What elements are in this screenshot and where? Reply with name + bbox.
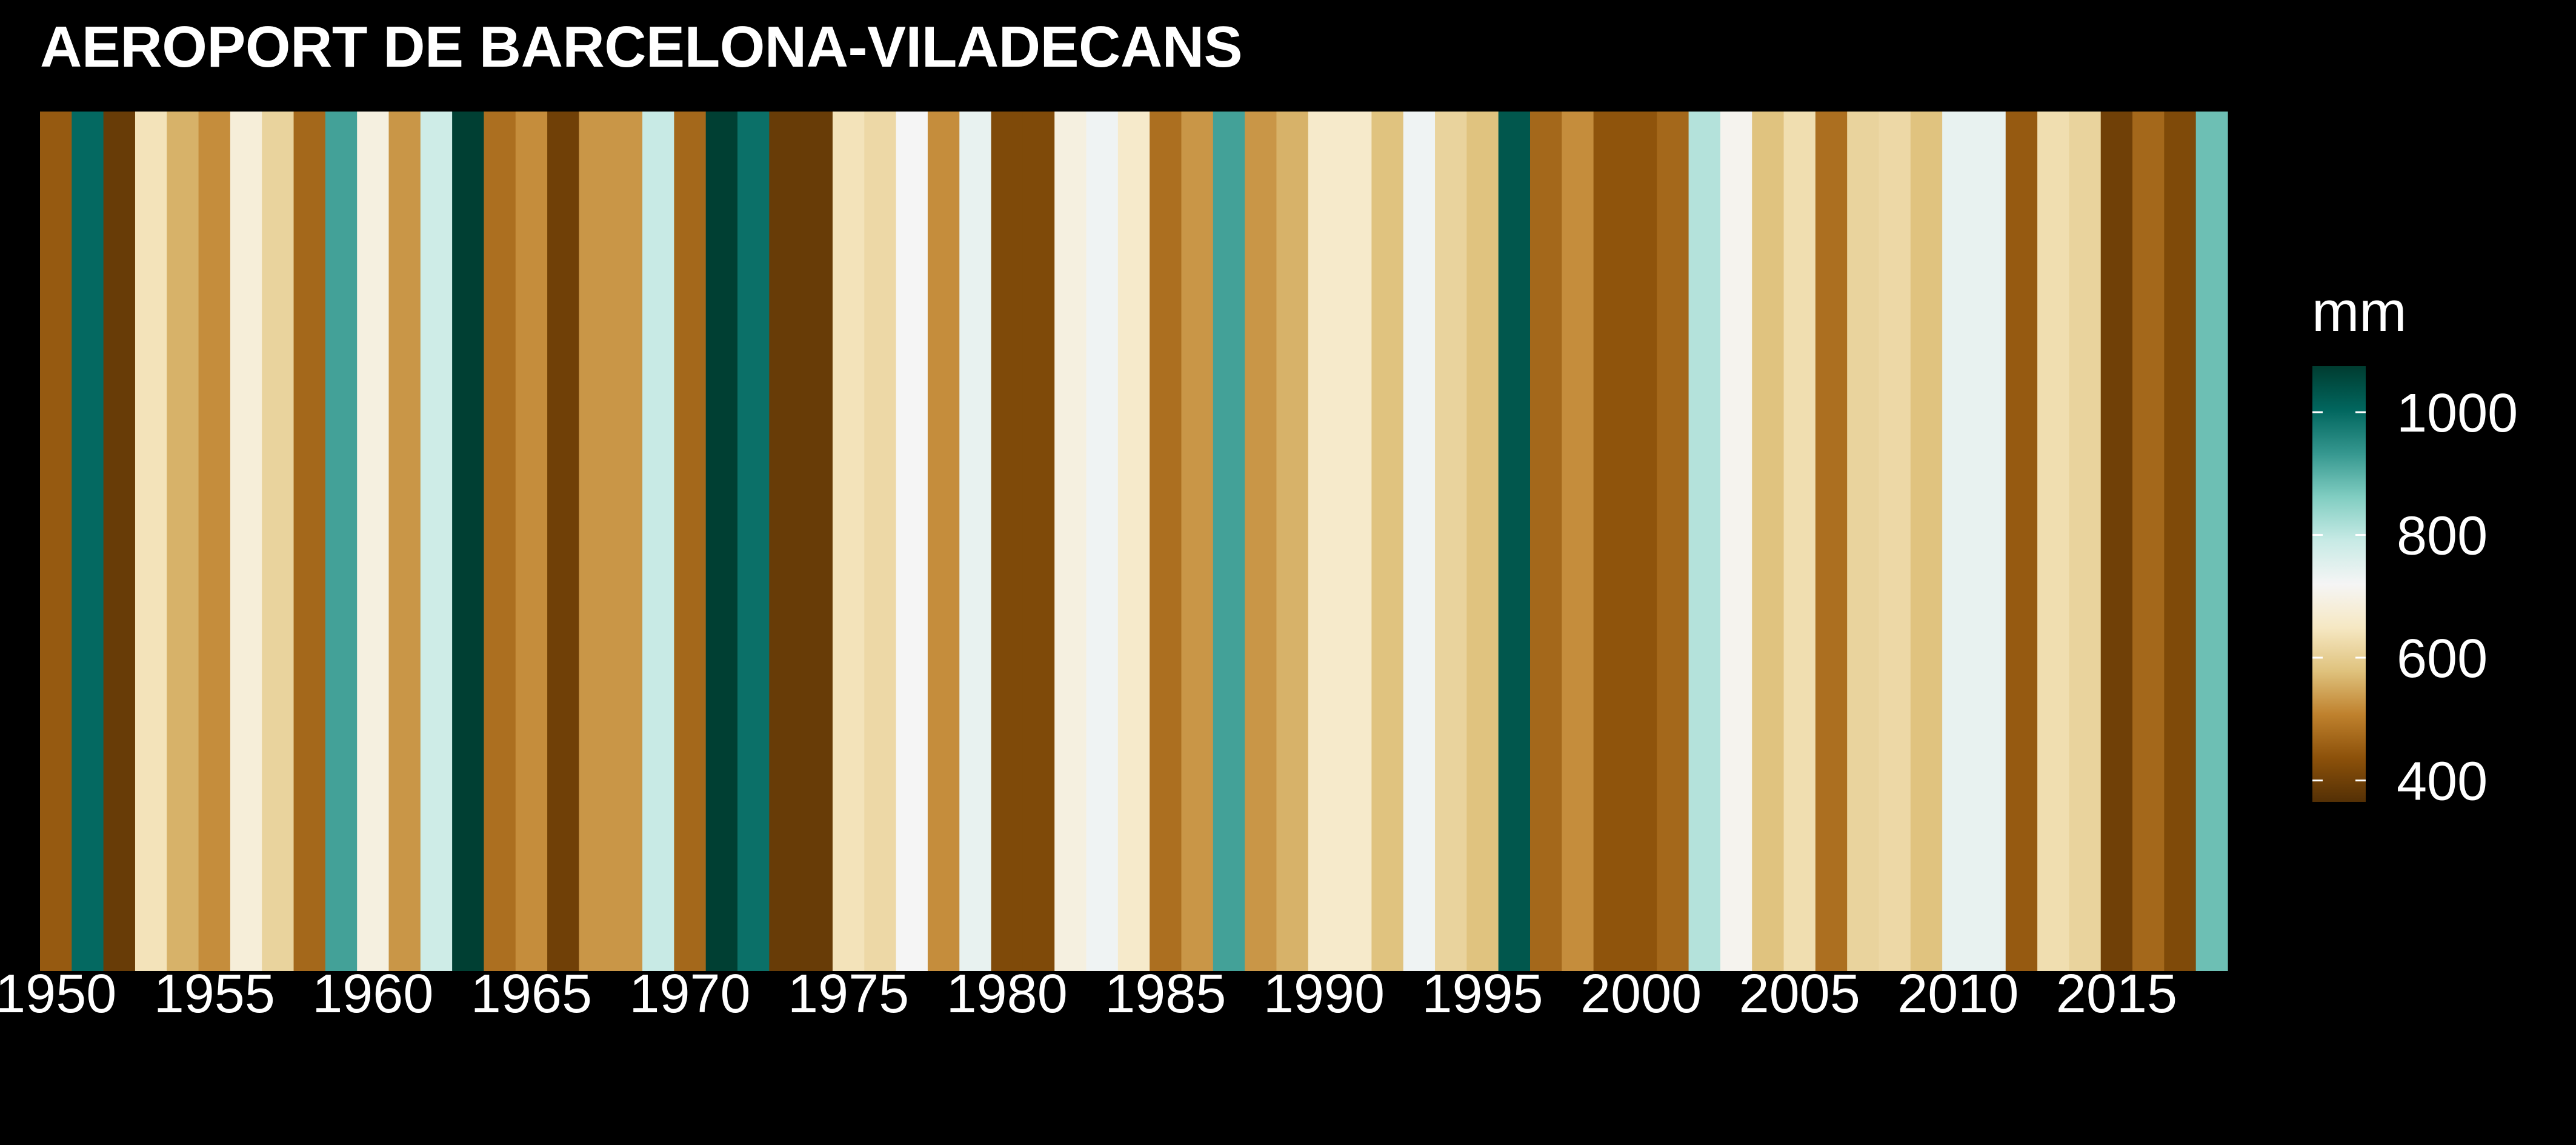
x-tick-label: 2005	[1739, 964, 1860, 1024]
stripe-1957	[262, 112, 295, 971]
stripe-1994	[1435, 112, 1467, 971]
stripe-2010	[1942, 112, 1975, 971]
stripe-2000	[1625, 112, 1657, 971]
legend-title: mm	[2312, 279, 2407, 343]
stripe-1985	[1150, 112, 1182, 971]
x-tick-label: 1985	[1105, 964, 1226, 1024]
stripe-1967	[579, 112, 611, 971]
chart-title: AEROPORT DE BARCELONA-VILADECANS	[40, 15, 1243, 79]
stripe-2003	[1720, 112, 1752, 971]
stripe-2017	[2164, 112, 2197, 971]
legend-tick-label: 800	[2397, 506, 2488, 567]
stripe-1955	[198, 112, 231, 971]
stripe-1961	[388, 112, 421, 971]
stripe-1999	[1593, 112, 1626, 971]
stripe-2011	[1974, 112, 2006, 971]
colorbar	[2312, 366, 2366, 802]
stripe-1981	[1022, 112, 1055, 971]
stripe-1968	[610, 112, 643, 971]
stripe-1969	[642, 112, 674, 971]
stripe-1976	[864, 112, 897, 971]
stripe-1974	[800, 112, 833, 971]
x-axis-ticks: 1950 1955 1960 1965 1970 1975 1980 1985 1990 1995…	[0, 964, 2177, 1024]
legend-ticks: 400 600 800 1000	[2312, 383, 2518, 812]
stripe-1960	[357, 112, 390, 971]
x-tick-label: 1990	[1263, 964, 1385, 1024]
stripe-2007	[1847, 112, 1880, 971]
stripe-2013	[2037, 112, 2070, 971]
stripe-1975	[832, 112, 865, 971]
stripe-2008	[1879, 112, 1911, 971]
x-tick-label: 1975	[788, 964, 909, 1024]
stripe-1988	[1245, 112, 1277, 971]
stripe-1956	[230, 112, 262, 971]
stripe-1997	[1529, 112, 1562, 971]
stripe-1993	[1403, 112, 1436, 971]
stripe-2004	[1752, 112, 1785, 971]
stripe-1963	[452, 112, 485, 971]
stripe-2005	[1783, 112, 1816, 971]
stripe-1971	[705, 112, 738, 971]
stripe-2001	[1657, 112, 1689, 971]
colorbar-legend: mm 400 600 800 1000	[2312, 279, 2518, 812]
x-tick-label: 2000	[1580, 964, 1702, 1024]
x-tick-label: 2010	[1897, 964, 2019, 1024]
stripe-1996	[1498, 112, 1531, 971]
stripe-1973	[769, 112, 802, 971]
stripes-group	[40, 112, 2228, 971]
stripe-2012	[2005, 112, 2038, 971]
stripe-2014	[2069, 112, 2102, 971]
stripe-1959	[325, 112, 358, 971]
stripe-2016	[2132, 112, 2165, 971]
stripe-1982	[1054, 112, 1087, 971]
stripe-1962	[420, 112, 453, 971]
stripe-1995	[1466, 112, 1499, 971]
stripe-1953	[135, 112, 167, 971]
stripe-1987	[1213, 112, 1245, 971]
stripe-1965	[515, 112, 548, 971]
legend-tick-label: 1000	[2397, 383, 2518, 444]
stripe-1992	[1371, 112, 1404, 971]
stripe-2002	[1688, 112, 1721, 971]
stripe-1989	[1276, 112, 1309, 971]
x-tick-label: 1980	[947, 964, 1068, 1024]
stripe-1977	[896, 112, 928, 971]
stripe-1980	[991, 112, 1023, 971]
stripe-2015	[2100, 112, 2133, 971]
stripe-1951	[72, 112, 104, 971]
stripe-1978	[927, 112, 960, 971]
stripe-1952	[103, 112, 136, 971]
stripe-1954	[167, 112, 199, 971]
stripe-1972	[737, 112, 770, 971]
stripe-1979	[959, 112, 992, 971]
x-tick-label: 1965	[471, 964, 592, 1024]
stripe-2009	[1910, 112, 1943, 971]
x-tick-label: 1995	[1422, 964, 1543, 1024]
x-tick-label: 1950	[0, 964, 116, 1024]
stripe-1966	[547, 112, 580, 971]
x-tick-label: 2015	[2056, 964, 2177, 1024]
stripe-1958	[293, 112, 326, 971]
x-tick-label: 1960	[312, 964, 433, 1024]
stripe-1950	[40, 112, 72, 971]
stripe-2006	[1815, 112, 1848, 971]
stripe-1998	[1562, 112, 1594, 971]
stripe-2018	[2195, 112, 2228, 971]
x-tick-label: 1955	[154, 964, 275, 1024]
x-tick-label: 1970	[629, 964, 750, 1024]
stripe-1986	[1181, 112, 1214, 971]
stripe-1991	[1340, 112, 1372, 971]
stripe-1970	[674, 112, 707, 971]
legend-tick-label: 400	[2397, 752, 2488, 812]
stripe-1990	[1308, 112, 1340, 971]
stripe-1964	[484, 112, 516, 971]
stripe-1984	[1117, 112, 1150, 971]
stripe-1983	[1086, 112, 1119, 971]
legend-tick-label: 600	[2397, 629, 2488, 689]
